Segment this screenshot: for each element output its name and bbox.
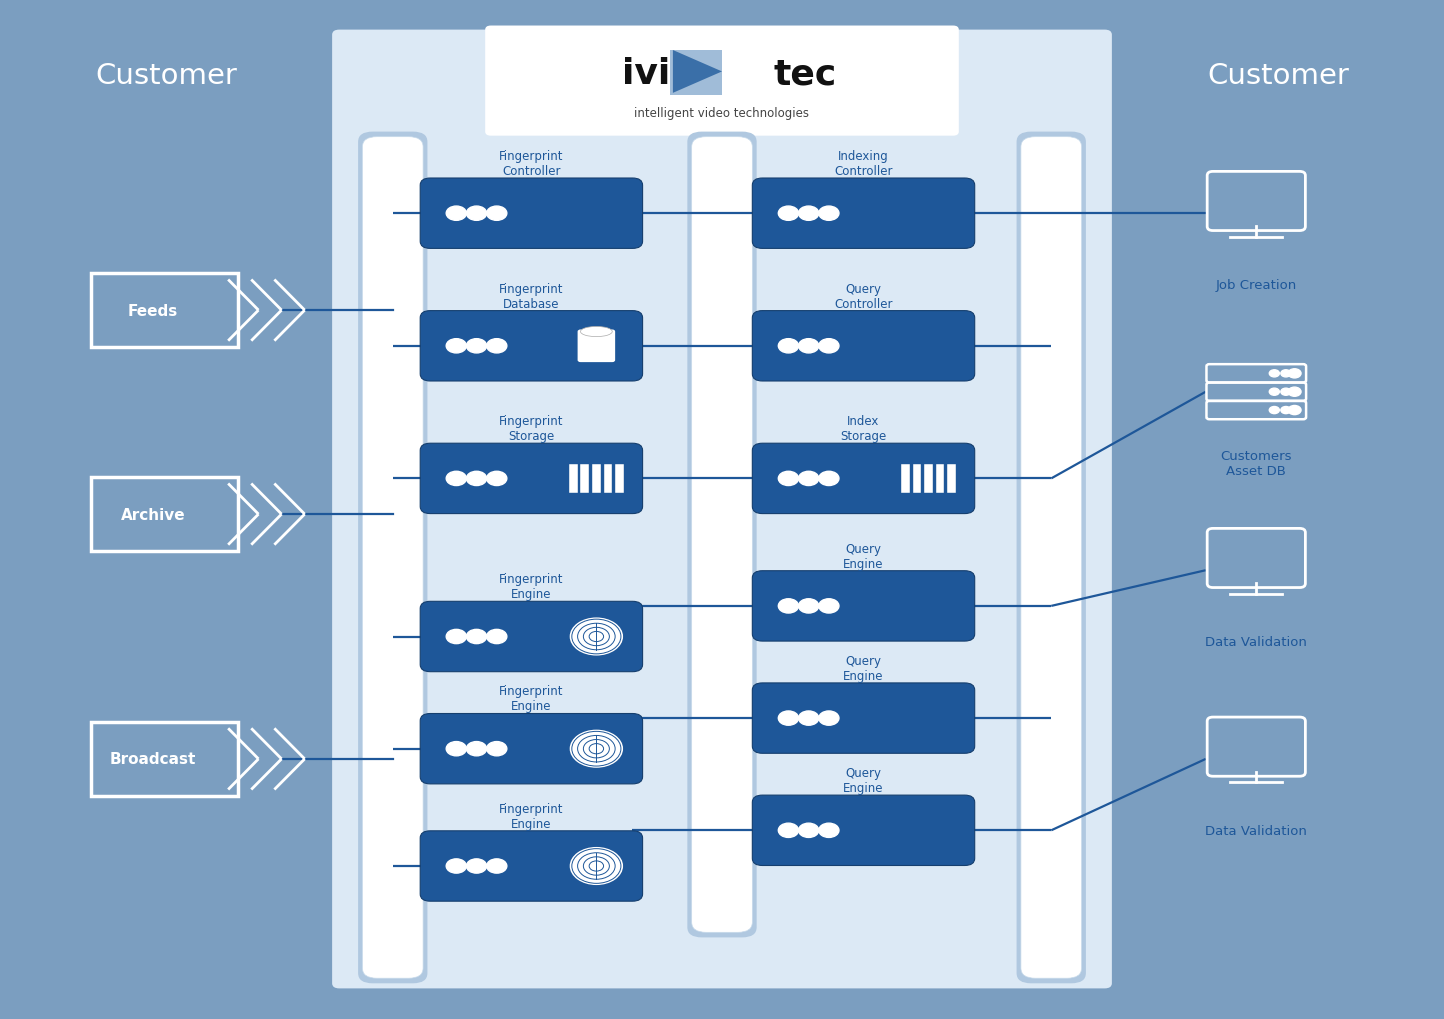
Text: Indexing
Controller: Indexing Controller <box>835 150 892 177</box>
FancyBboxPatch shape <box>913 465 921 493</box>
FancyBboxPatch shape <box>752 684 975 754</box>
FancyBboxPatch shape <box>615 465 624 493</box>
Text: Customer: Customer <box>1207 62 1349 91</box>
FancyBboxPatch shape <box>752 571 975 642</box>
Circle shape <box>487 859 507 873</box>
FancyBboxPatch shape <box>1017 132 1086 983</box>
Circle shape <box>446 472 466 486</box>
Text: Index
Storage: Index Storage <box>840 415 887 442</box>
Circle shape <box>466 339 487 354</box>
FancyBboxPatch shape <box>687 132 757 937</box>
Text: Query
Engine: Query Engine <box>843 654 884 683</box>
Text: Query
Controller: Query Controller <box>835 282 892 310</box>
Circle shape <box>778 207 799 221</box>
FancyBboxPatch shape <box>420 714 643 785</box>
FancyBboxPatch shape <box>420 179 643 249</box>
Text: intelligent video technologies: intelligent video technologies <box>634 107 810 119</box>
FancyBboxPatch shape <box>569 465 578 493</box>
FancyBboxPatch shape <box>604 465 612 493</box>
Circle shape <box>1288 387 1301 397</box>
Circle shape <box>1288 369 1301 379</box>
Circle shape <box>446 339 466 354</box>
Circle shape <box>570 848 622 884</box>
Circle shape <box>778 472 799 486</box>
Circle shape <box>487 207 507 221</box>
FancyBboxPatch shape <box>580 465 589 493</box>
FancyBboxPatch shape <box>947 465 956 493</box>
Circle shape <box>570 619 622 655</box>
Text: Customers
Asset DB: Customers Asset DB <box>1220 449 1292 478</box>
Circle shape <box>778 823 799 838</box>
FancyBboxPatch shape <box>485 26 959 137</box>
Circle shape <box>799 207 819 221</box>
Circle shape <box>799 472 819 486</box>
FancyBboxPatch shape <box>752 795 975 866</box>
FancyBboxPatch shape <box>752 179 975 249</box>
Circle shape <box>446 207 466 221</box>
Circle shape <box>466 859 487 873</box>
Polygon shape <box>673 51 722 94</box>
Circle shape <box>778 599 799 613</box>
Circle shape <box>778 711 799 726</box>
Circle shape <box>466 742 487 756</box>
FancyBboxPatch shape <box>362 138 423 978</box>
Circle shape <box>819 599 839 613</box>
Circle shape <box>778 339 799 354</box>
Circle shape <box>466 630 487 644</box>
FancyBboxPatch shape <box>420 311 643 381</box>
Text: Broadcast: Broadcast <box>110 752 196 766</box>
Circle shape <box>1269 388 1279 396</box>
Circle shape <box>466 472 487 486</box>
FancyBboxPatch shape <box>752 444 975 514</box>
Circle shape <box>799 711 819 726</box>
Ellipse shape <box>580 327 612 337</box>
FancyBboxPatch shape <box>332 31 1112 988</box>
Text: Feeds: Feeds <box>129 304 178 318</box>
Circle shape <box>487 630 507 644</box>
Text: Fingerprint
Engine: Fingerprint Engine <box>500 802 563 829</box>
FancyBboxPatch shape <box>901 465 910 493</box>
Text: Data Validation: Data Validation <box>1206 636 1307 648</box>
Circle shape <box>466 207 487 221</box>
Text: Fingerprint
Engine: Fingerprint Engine <box>500 573 563 600</box>
Circle shape <box>819 207 839 221</box>
Text: Customer: Customer <box>95 62 237 91</box>
Circle shape <box>819 823 839 838</box>
Text: Fingerprint
Controller: Fingerprint Controller <box>500 150 563 177</box>
FancyBboxPatch shape <box>578 330 615 363</box>
Text: Job Creation: Job Creation <box>1216 279 1297 291</box>
Circle shape <box>570 731 622 767</box>
Circle shape <box>799 339 819 354</box>
Circle shape <box>446 859 466 873</box>
FancyBboxPatch shape <box>420 601 643 673</box>
Circle shape <box>1269 370 1279 378</box>
Circle shape <box>446 630 466 644</box>
FancyBboxPatch shape <box>592 465 601 493</box>
Text: tec: tec <box>774 57 838 92</box>
Circle shape <box>487 339 507 354</box>
Circle shape <box>1269 407 1279 415</box>
Circle shape <box>799 599 819 613</box>
Circle shape <box>487 742 507 756</box>
FancyBboxPatch shape <box>1021 138 1082 978</box>
FancyBboxPatch shape <box>670 51 722 96</box>
Circle shape <box>1281 407 1291 415</box>
Circle shape <box>1281 388 1291 396</box>
Circle shape <box>1288 406 1301 416</box>
Text: Query
Engine: Query Engine <box>843 766 884 795</box>
Circle shape <box>819 339 839 354</box>
Text: Archive: Archive <box>121 507 185 522</box>
FancyBboxPatch shape <box>420 444 643 514</box>
FancyBboxPatch shape <box>358 132 427 983</box>
Circle shape <box>487 472 507 486</box>
Circle shape <box>799 823 819 838</box>
Circle shape <box>819 472 839 486</box>
Text: Data Validation: Data Validation <box>1206 824 1307 837</box>
Text: Query
Engine: Query Engine <box>843 542 884 570</box>
FancyBboxPatch shape <box>752 311 975 381</box>
Circle shape <box>1281 370 1291 378</box>
Text: ivi: ivi <box>622 57 670 92</box>
FancyBboxPatch shape <box>936 465 944 493</box>
FancyBboxPatch shape <box>924 465 933 493</box>
